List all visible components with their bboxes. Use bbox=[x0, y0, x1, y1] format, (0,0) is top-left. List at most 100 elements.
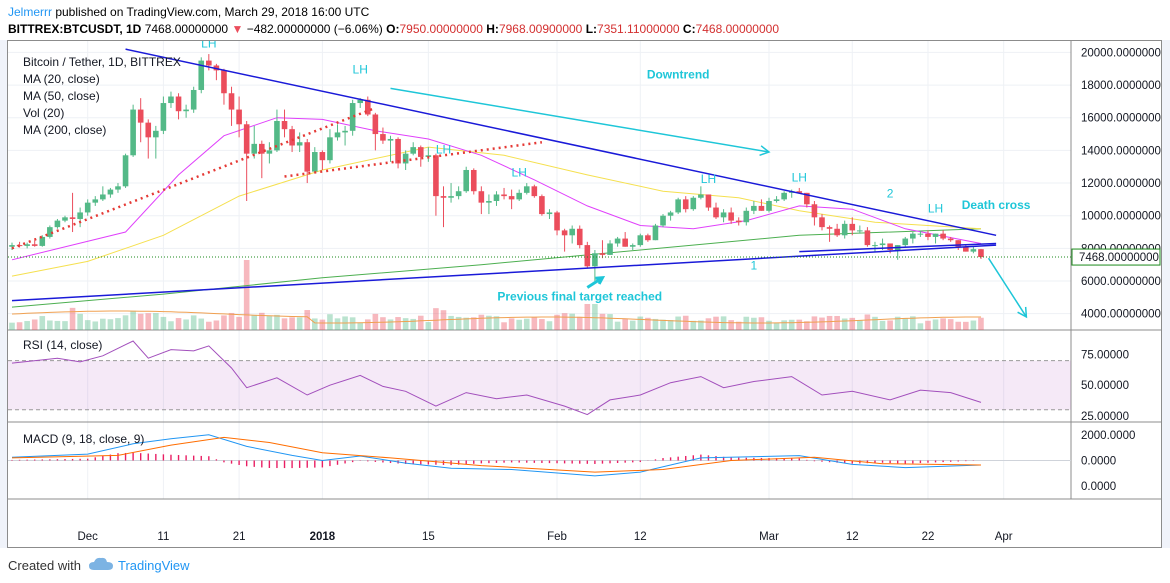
tradingview-brand-link[interactable]: TradingView bbox=[118, 558, 190, 573]
low-value: 7351.11000000 bbox=[597, 22, 680, 36]
legend-ma200: MA (200, close) bbox=[23, 123, 107, 137]
candle-body bbox=[31, 244, 38, 246]
candle-body bbox=[228, 93, 235, 110]
legend-ma50: MA (50, close) bbox=[23, 89, 100, 103]
volume-bar bbox=[327, 314, 333, 330]
chart-frame[interactable]: LH LH LH LH LH LH LH Downtrend 2 Death cross 1 Prev… bbox=[7, 40, 1162, 548]
volume-bar bbox=[773, 322, 780, 330]
volume-bar bbox=[698, 320, 704, 330]
last-price-tag bbox=[1071, 248, 1161, 266]
ma200-line bbox=[11, 228, 982, 308]
candle-body bbox=[887, 243, 893, 250]
candle-body bbox=[130, 109, 136, 156]
symbol-line: BITTREX:BTCUSDT, 1D 7468.00000000 ▼ −482… bbox=[8, 22, 779, 36]
candle-body bbox=[221, 70, 227, 94]
open-label: O: bbox=[386, 22, 400, 36]
macd-title: MACD (9, 18, close, 9) bbox=[23, 432, 145, 446]
volume-bar bbox=[47, 320, 53, 330]
candle-body bbox=[16, 245, 23, 247]
volume-bar bbox=[690, 320, 697, 330]
candle-body bbox=[773, 199, 780, 202]
volume-bar bbox=[501, 322, 507, 330]
volume-bar bbox=[841, 318, 848, 330]
time-axis-label: 11 bbox=[157, 531, 169, 543]
volume-bar bbox=[357, 322, 364, 330]
candle-body bbox=[501, 194, 507, 197]
volume-bar bbox=[894, 316, 901, 330]
candle-body bbox=[629, 245, 636, 247]
author-link[interactable]: Jelmerrr bbox=[8, 5, 52, 19]
volume-bar bbox=[947, 319, 954, 330]
candle-body bbox=[925, 233, 931, 237]
candle-body bbox=[266, 150, 273, 154]
volume-bar bbox=[826, 315, 833, 330]
candle-body bbox=[387, 138, 394, 141]
high-label: H: bbox=[486, 22, 499, 36]
volume-bar bbox=[349, 317, 356, 330]
ma20-line bbox=[11, 117, 982, 261]
candle-body bbox=[455, 191, 462, 197]
candle-body bbox=[54, 220, 61, 228]
candle-body bbox=[947, 238, 954, 241]
candle-body bbox=[902, 238, 909, 246]
volume-bar bbox=[175, 318, 182, 330]
volume-bar bbox=[849, 317, 856, 330]
volume-bar bbox=[819, 317, 825, 330]
candle-body bbox=[705, 194, 712, 208]
volume-bar bbox=[168, 321, 174, 330]
candle-body bbox=[523, 186, 530, 193]
candle-body bbox=[206, 60, 212, 66]
volume-bar bbox=[879, 320, 886, 330]
annotation-label: 2 bbox=[887, 187, 894, 201]
volume-bar bbox=[92, 321, 99, 330]
volume-bar bbox=[312, 318, 318, 330]
volume-bar bbox=[486, 315, 492, 330]
volume-bar bbox=[781, 320, 787, 330]
volume-bar bbox=[539, 319, 545, 330]
volume-bar bbox=[153, 313, 159, 330]
candle-body bbox=[978, 249, 984, 258]
candle-body bbox=[576, 228, 583, 246]
candle-body bbox=[592, 253, 598, 267]
candle-body bbox=[77, 212, 83, 219]
candle-body bbox=[304, 142, 311, 172]
candle-body bbox=[864, 230, 871, 246]
tradingview-cloud-icon[interactable] bbox=[88, 556, 114, 577]
rsi-axis-label: 75.00000 bbox=[1081, 350, 1129, 362]
time-axis-label: Mar bbox=[759, 531, 779, 543]
volume-bar bbox=[660, 319, 666, 330]
rsi-title: RSI (14, close) bbox=[23, 338, 103, 352]
time-axis-label: 12 bbox=[634, 531, 647, 543]
volume-ma-line bbox=[11, 310, 981, 324]
time-axis-label: 22 bbox=[922, 531, 935, 543]
candle-body bbox=[599, 253, 606, 255]
volume-bar bbox=[917, 323, 924, 330]
volume-bar bbox=[100, 318, 106, 330]
volume-bar bbox=[387, 319, 394, 330]
candle-body bbox=[811, 204, 818, 218]
candle-body bbox=[622, 238, 628, 247]
volume-bar bbox=[940, 318, 946, 330]
volume-bar bbox=[963, 321, 969, 330]
candle-body bbox=[448, 196, 454, 198]
price-axis-label: 16000.00000000 bbox=[1081, 113, 1161, 125]
candle-body bbox=[963, 246, 969, 252]
candle-body bbox=[841, 223, 848, 236]
chart-canvas[interactable]: LH LH LH LH LH LH LH Downtrend 2 Death cross 1 Prev… bbox=[8, 41, 1161, 547]
volume-bar bbox=[614, 321, 621, 330]
annotation-label: Previous final target reached bbox=[497, 290, 662, 304]
volume-bar bbox=[932, 319, 939, 330]
time-axis-label: Feb bbox=[547, 531, 567, 543]
volume-bar bbox=[213, 320, 220, 330]
time-axis-label: 12 bbox=[846, 531, 859, 543]
target-arrow bbox=[987, 257, 1028, 318]
candle-body bbox=[486, 201, 492, 203]
ascending-support-line bbox=[11, 244, 997, 302]
volume-bar bbox=[978, 317, 984, 330]
candle-body bbox=[357, 99, 364, 104]
volume-bar bbox=[433, 308, 439, 330]
candle-body bbox=[531, 186, 538, 197]
candle-body bbox=[274, 121, 280, 151]
macd-axis-label: 0.0000 bbox=[1081, 481, 1116, 493]
candle-body bbox=[743, 210, 750, 223]
